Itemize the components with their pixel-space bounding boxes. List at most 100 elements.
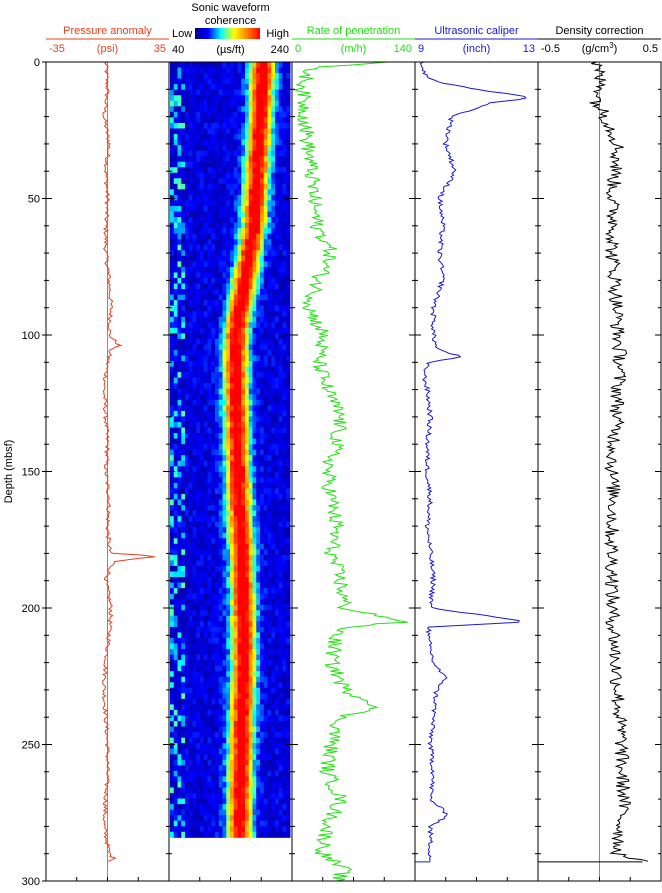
heatmap-cell — [226, 466, 231, 473]
heatmap-cell — [256, 84, 261, 91]
heatmap-cell — [207, 831, 212, 838]
heatmap-cell — [241, 89, 246, 96]
heatmap-cell — [256, 366, 261, 373]
heatmap-cell — [185, 222, 190, 229]
heatmap-cell — [282, 582, 287, 589]
heatmap-cell — [211, 394, 216, 401]
heatmap-cell — [278, 804, 283, 811]
heatmap-cell — [207, 250, 212, 257]
heatmap-cell — [170, 200, 175, 207]
heatmap-cell — [237, 261, 242, 268]
heatmap-cell — [185, 239, 190, 246]
heatmap-cell — [256, 194, 261, 201]
heatmap-cell — [271, 222, 276, 229]
heatmap-cell — [185, 410, 190, 417]
heatmap-cell — [282, 233, 287, 240]
heatmap-cell — [275, 499, 280, 506]
heatmap-cell — [260, 410, 265, 417]
heatmap-cell — [218, 560, 223, 567]
heatmap-cell — [188, 161, 193, 168]
heatmap-cell — [252, 222, 257, 229]
heatmap-cell — [215, 250, 220, 257]
heatmap-cell — [230, 715, 235, 722]
heatmap-cell — [207, 754, 212, 761]
heatmap-cell — [200, 709, 205, 716]
heatmap-cell — [170, 599, 175, 606]
heatmap-cell — [252, 787, 257, 794]
heatmap-cell — [271, 311, 276, 318]
heatmap-cell — [241, 466, 246, 473]
heatmap-cell — [248, 338, 253, 345]
heatmap-cell — [286, 361, 291, 368]
heatmap-cell — [267, 145, 272, 152]
heatmap-cell — [275, 156, 280, 163]
scale-high-label: High — [266, 28, 289, 40]
heatmap-cell — [170, 117, 175, 124]
heatmap-cell — [211, 410, 216, 417]
heatmap-cell — [203, 178, 208, 185]
heatmap-cell — [278, 643, 283, 650]
heatmap-cell — [173, 67, 178, 74]
heatmap-cell — [177, 565, 182, 572]
heatmap-cell — [188, 433, 193, 440]
heatmap-cell — [245, 433, 250, 440]
heatmap-cell — [226, 73, 231, 80]
heatmap-cell — [200, 649, 205, 656]
heatmap-cell — [233, 300, 238, 307]
heatmap-cell — [286, 255, 291, 262]
heatmap-cell — [177, 62, 182, 69]
heatmap-cell — [252, 289, 257, 296]
heatmap-cell — [252, 372, 257, 379]
heatmap-cell — [181, 156, 186, 163]
heatmap-cell — [218, 626, 223, 633]
heatmap-cell — [207, 239, 212, 246]
heatmap-cell — [177, 637, 182, 644]
heatmap-cell — [275, 349, 280, 357]
heatmap-cell — [237, 167, 242, 174]
heatmap-cell — [233, 239, 238, 246]
heatmap-cell — [226, 815, 231, 822]
heatmap-cell — [226, 311, 231, 318]
heatmap-cell — [237, 205, 242, 213]
heatmap-cell — [233, 676, 238, 683]
heatmap-cell — [192, 793, 197, 800]
heatmap-cell — [196, 366, 201, 373]
heatmap-cell — [237, 815, 242, 822]
heatmap-cell — [203, 687, 208, 694]
heatmap-cell — [252, 416, 257, 423]
heatmap-cell — [211, 344, 216, 351]
heatmap-cell — [207, 571, 212, 578]
heatmap-cell — [196, 300, 201, 307]
heatmap-cell — [260, 250, 265, 257]
heatmap-cell — [245, 698, 250, 705]
heatmap-cell — [173, 571, 178, 578]
heatmap-cell — [185, 798, 190, 805]
heatmap-cell — [222, 815, 227, 822]
heatmap-cell — [203, 804, 208, 811]
heatmap-cell — [282, 361, 287, 368]
heatmap-cell — [237, 643, 242, 650]
heatmap-cell — [233, 250, 238, 257]
heatmap-cell — [237, 388, 242, 395]
heatmap-cell — [263, 604, 268, 611]
heatmap-cell — [173, 211, 178, 218]
heatmap-cell — [233, 477, 238, 484]
heatmap-cell — [286, 582, 291, 589]
heatmap-cell — [196, 615, 201, 622]
heatmap-cell — [241, 676, 246, 683]
heatmap-cell — [215, 532, 220, 539]
heatmap-cell — [192, 549, 197, 556]
heatmap-cell — [241, 217, 246, 224]
heatmap-cell — [222, 455, 227, 462]
heatmap-cell — [215, 211, 220, 218]
heatmap-cell — [181, 466, 186, 473]
heatmap-cell — [260, 471, 265, 478]
heatmap-cell — [170, 781, 175, 788]
heatmap-cell — [230, 615, 235, 622]
heatmap-cell — [275, 505, 280, 512]
heatmap-cell — [237, 510, 242, 517]
heatmap-cell — [196, 205, 201, 213]
heatmap-cell — [230, 626, 235, 633]
heatmap-cell — [241, 798, 246, 805]
